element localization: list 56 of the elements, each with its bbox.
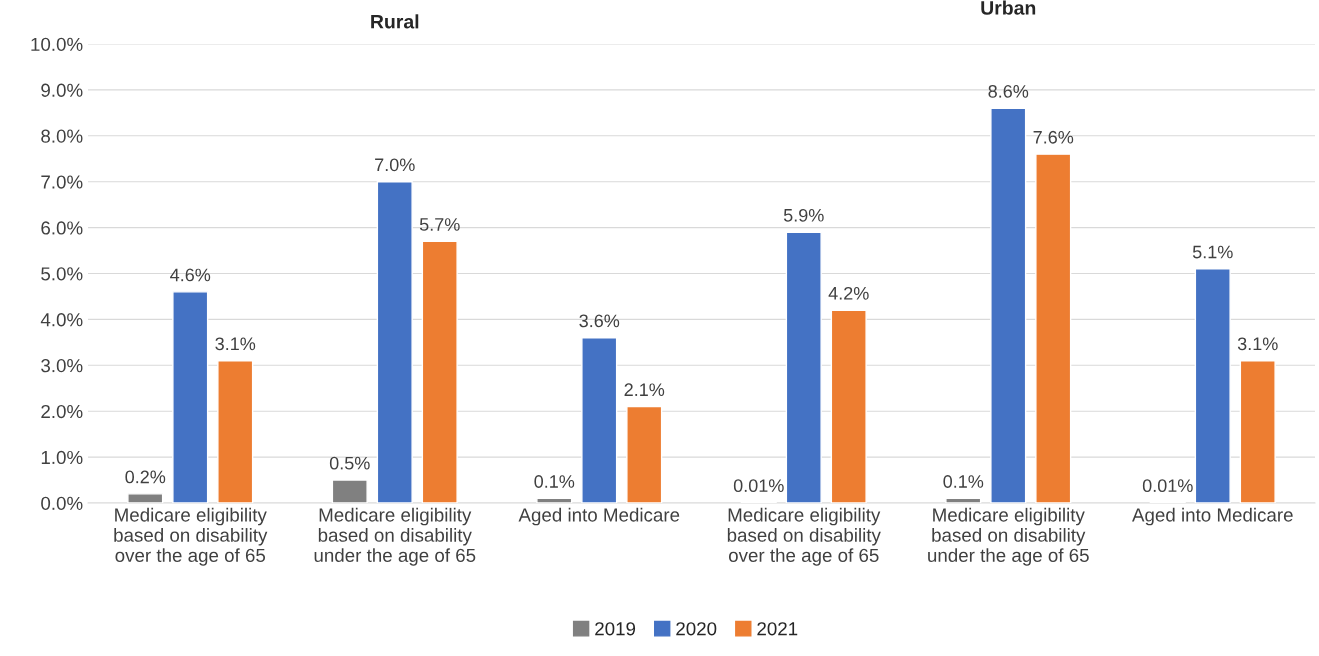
- data-label: 0.5%: [329, 456, 370, 470]
- y-tick-label: 3.0%: [41, 359, 83, 373]
- y-tick-label: 1.0%: [41, 450, 83, 465]
- x-tick-label: Medicare eligibility based on disability under the age of 65: [928, 507, 1089, 566]
- bar: [421, 240, 458, 503]
- data-label: 5.9%: [783, 208, 824, 222]
- data-label: 3.6%: [579, 314, 620, 328]
- bar: [945, 497, 982, 503]
- bar: [536, 497, 573, 503]
- y-tick-label: 9.0%: [41, 83, 83, 97]
- x-tick-label: Medicare eligibility based on disability over the age of 65: [727, 507, 881, 566]
- y-tick-label: 8.0%: [41, 129, 83, 143]
- y-tick-label: 5.0%: [41, 267, 83, 281]
- y-tick-label: 4.0%: [40, 313, 83, 327]
- bar: [830, 309, 867, 503]
- bar: [990, 107, 1027, 503]
- data-label: 7.6%: [1033, 130, 1074, 144]
- data-label: 0.01%: [733, 479, 784, 493]
- data-label: 4.2%: [828, 286, 869, 300]
- legend-label: 2020: [676, 622, 717, 636]
- bar: [626, 405, 663, 503]
- data-label: 8.6%: [988, 84, 1029, 98]
- bar: [217, 360, 254, 503]
- data-label: 0.2%: [125, 470, 166, 484]
- bar: [172, 291, 209, 503]
- y-tick-label: 0.0%: [41, 496, 83, 510]
- data-label: 5.7%: [419, 218, 460, 231]
- data-label: 7.0%: [375, 158, 415, 172]
- x-tick-label: Aged into Medicare: [518, 507, 680, 526]
- bar: [331, 479, 368, 503]
- data-label: 2.1%: [624, 383, 665, 397]
- data-label: 5.1%: [1192, 245, 1233, 259]
- text: Urban: [981, 0, 1036, 15]
- x-tick-label: Aged into Medicare: [1132, 507, 1293, 526]
- bar: [1035, 153, 1072, 503]
- bar: [581, 337, 618, 503]
- data-label: 0.1%: [943, 475, 984, 488]
- y-tick-label: 10.0%: [31, 37, 83, 51]
- legend-label: 2021: [757, 622, 798, 636]
- text: Rural: [371, 14, 419, 29]
- bar: [127, 493, 164, 503]
- data-label: 0.01%: [1142, 479, 1193, 493]
- x-tick-label: Medicare eligibility based on disability over the age of 65: [114, 507, 268, 566]
- legend-label: 2019: [595, 622, 636, 636]
- bar: [1194, 268, 1231, 503]
- x-tick-label: Medicare eligibility based on disability under the age of 65: [314, 507, 476, 566]
- y-tick-label: 2.0%: [41, 404, 83, 419]
- y-tick-label: 7.0%: [41, 175, 83, 189]
- data-label: 0.1%: [534, 475, 575, 488]
- data-label: 3.1%: [1237, 337, 1278, 351]
- y-tick-label: 6.0%: [41, 221, 83, 235]
- bar: [376, 181, 413, 503]
- data-label: 3.1%: [215, 337, 256, 351]
- data-label: 4.6%: [170, 268, 211, 282]
- bar: [1239, 360, 1276, 503]
- bar: [785, 231, 822, 503]
